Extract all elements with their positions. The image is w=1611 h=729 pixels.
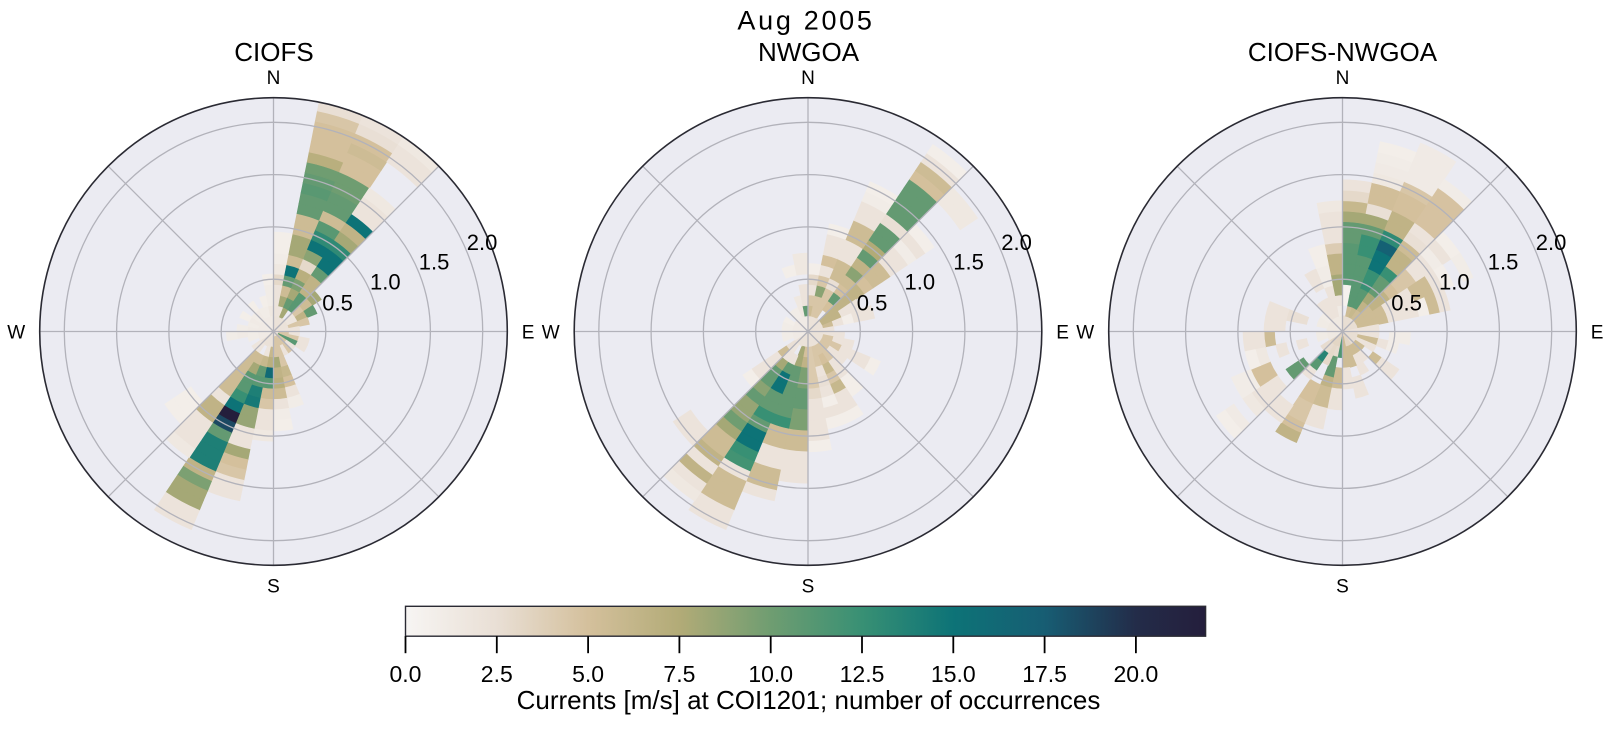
svg-text:S: S [267,576,280,597]
svg-text:S: S [1336,576,1349,597]
svg-text:W: W [7,323,25,344]
svg-text:17.5: 17.5 [1022,661,1067,687]
svg-text:20.0: 20.0 [1114,661,1159,687]
svg-text:2.5: 2.5 [481,661,513,687]
svg-text:CIOFS: CIOFS [234,37,313,67]
svg-text:N: N [801,68,815,89]
svg-text:0.5: 0.5 [322,291,353,316]
svg-text:NWGOA: NWGOA [758,37,860,67]
svg-text:2.0: 2.0 [467,230,498,255]
svg-text:1.0: 1.0 [370,270,401,295]
svg-text:Currents [m/s] at COI1201; num: Currents [m/s] at COI1201; number of occ… [517,685,1101,715]
svg-text:1.5: 1.5 [1488,249,1519,274]
svg-text:W: W [542,323,560,344]
svg-text:10.0: 10.0 [748,661,793,687]
svg-text:1.5: 1.5 [419,249,450,274]
svg-text:N: N [1336,68,1350,89]
svg-text:CIOFS-NWGOA: CIOFS-NWGOA [1248,37,1438,67]
svg-text:1.0: 1.0 [905,270,936,295]
svg-text:E: E [1056,323,1069,344]
svg-text:12.5: 12.5 [840,661,885,687]
svg-text:N: N [267,68,281,89]
svg-text:5.0: 5.0 [572,661,604,687]
svg-text:2.0: 2.0 [1001,230,1032,255]
svg-text:S: S [802,576,815,597]
svg-text:0.0: 0.0 [390,661,422,687]
svg-text:2.0: 2.0 [1536,230,1567,255]
svg-text:0.5: 0.5 [857,291,888,316]
svg-text:0.5: 0.5 [1391,291,1422,316]
svg-text:1.0: 1.0 [1439,270,1470,295]
svg-text:E: E [1591,323,1604,344]
svg-text:E: E [522,323,535,344]
svg-text:W: W [1076,323,1094,344]
svg-text:1.5: 1.5 [953,249,984,274]
svg-text:7.5: 7.5 [663,661,695,687]
svg-text:Aug 2005: Aug 2005 [737,6,874,36]
svg-text:15.0: 15.0 [931,661,976,687]
